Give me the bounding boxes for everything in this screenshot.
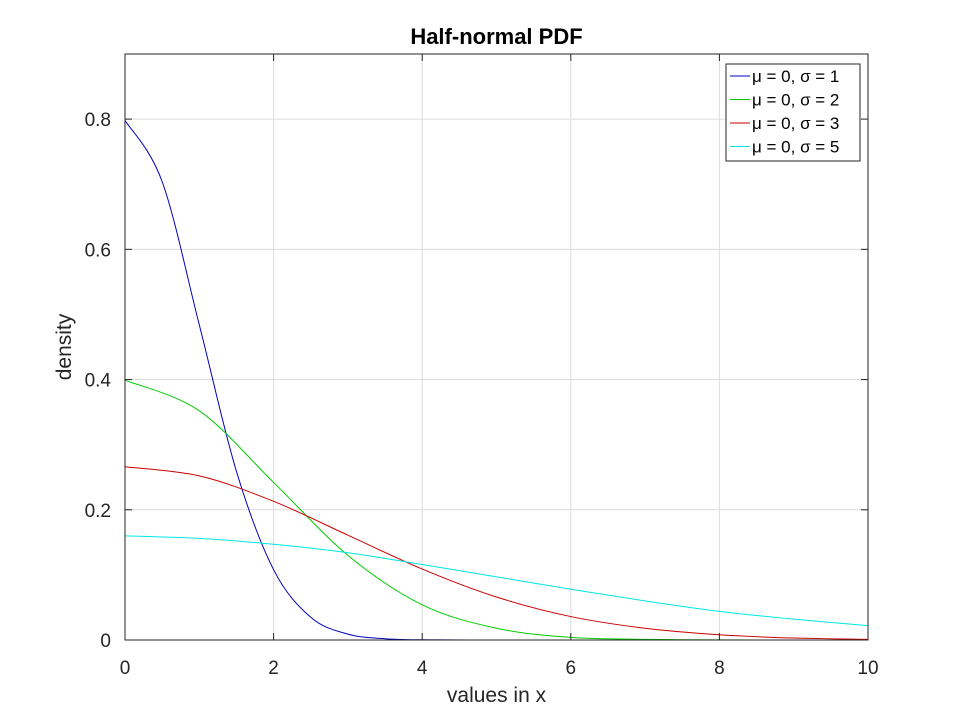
legend-box (725, 63, 861, 162)
series-line-3 (124, 466, 869, 640)
legend-label-1: μ = 0, σ = 1 (752, 67, 839, 86)
axis-ticks: 0 2 4 6 8 10 0 0.2 0.4 0.6 0.8 (85, 54, 879, 679)
y-tick-label: 0.2 (85, 501, 111, 522)
x-tick-label: 10 (857, 658, 878, 679)
chart-title: Half-normal PDF (410, 24, 582, 49)
y-tick-label: 0 (100, 631, 111, 652)
x-tick-label: 4 (417, 658, 428, 679)
x-tick-label: 0 (120, 658, 131, 679)
series-line-4 (124, 535, 869, 627)
x-tick-label: 6 (566, 658, 577, 679)
y-tick-label: 0.4 (85, 371, 112, 392)
legend: μ = 0, σ = 1 μ = 0, σ = 2 μ = 0, σ = 3 μ = … (725, 63, 861, 162)
x-tick-label: 2 (268, 658, 279, 679)
legend-label-2: μ = 0, σ = 2 (752, 91, 839, 110)
x-axis-label: values in x (447, 684, 547, 707)
grid-lines (125, 54, 868, 640)
legend-label-3: μ = 0, σ = 3 (752, 114, 839, 133)
y-tick-label: 0.6 (85, 240, 111, 261)
y-tick-label: 0.8 (85, 110, 111, 131)
legend-label-4: μ = 0, σ = 5 (752, 138, 839, 157)
plot-frame (124, 53, 869, 641)
y-axis-label: density (53, 313, 76, 380)
x-tick-label: 8 (714, 658, 725, 679)
